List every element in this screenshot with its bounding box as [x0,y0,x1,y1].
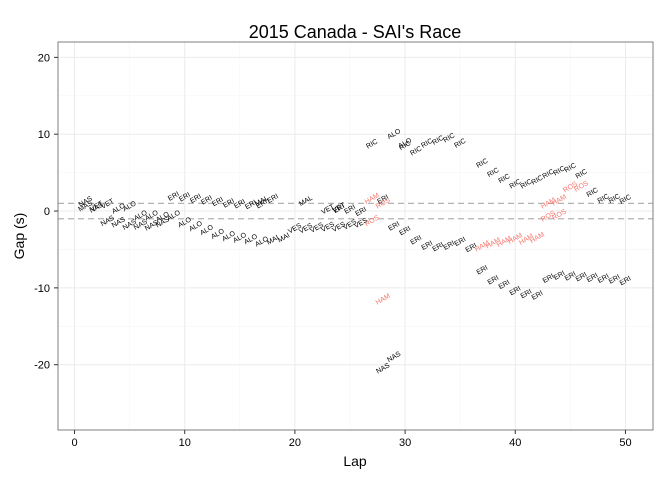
point-label-eri: ERI [619,275,633,287]
y-tick-label: -20 [34,360,50,372]
point-label-eri: ERI [465,242,479,254]
point-label-eri: ERI [332,203,346,215]
chart-title: 2015 Canada - SAI's Race [249,22,462,42]
x-axis: 0 10 20 30 40 50 [71,430,632,449]
point-label-eri: ERI [586,272,600,284]
point-label-eri: ERI [564,271,578,283]
y-tick-label: 0 [44,206,50,218]
point-label-eri: ERI [255,198,269,210]
point-label-eri: ERI [167,191,181,203]
reference-lines [58,202,653,220]
point-label-eri: ERI [553,270,567,282]
panel-border [57,41,654,431]
x-tick-label: 20 [289,437,301,449]
x-tick-label: 30 [399,437,411,449]
point-label-eri: ERI [608,274,622,286]
point-label-eri: ERI [476,265,490,277]
point-label-eri: ERI [487,275,501,287]
point-label-eri: ERI [432,241,446,253]
point-label-eri: ERI [200,195,214,207]
y-tick-label: -10 [34,283,50,295]
y-tick-label: 10 [38,129,50,141]
point-label-eri: ERI [387,221,401,233]
x-tick-label: 50 [619,437,631,449]
x-tick-label: 40 [509,437,521,449]
point-label-eri: ERI [233,198,247,210]
point-label-eri: ERI [420,240,434,252]
y-axis-title: Gap (s) [11,213,27,260]
point-label-eri: ERI [222,198,236,210]
point-label-eri: ERI [178,192,192,204]
point-label-eri: ERI [597,273,611,285]
point-label-eri: ERI [542,273,556,285]
point-label-eri: ERI [509,285,523,297]
point-label-eri: ERI [211,196,225,208]
point-label-eri: ERI [354,206,368,218]
grid [58,42,653,430]
point-label-eri: ERI [398,225,412,237]
point-label-eri: ERI [189,193,203,205]
point-label-eri: ERI [244,199,258,211]
x-axis-title: Lap [343,453,367,469]
point-label-eri: ERI [454,236,468,248]
point-label-eri: ERI [498,279,512,291]
point-label-eri: ERI [266,193,280,205]
y-axis: -20 -10 0 10 20 [34,52,58,372]
y-tick-label: 20 [38,52,50,64]
point-label-eri: ERI [409,235,423,247]
point-label-eri: ERI [376,194,390,206]
point-label-eri: ERI [443,240,457,252]
point-label-eri: ERI [531,290,545,302]
point-label-eri: ERI [343,204,357,216]
x-tick-label: 0 [71,437,77,449]
x-tick-label: 10 [179,437,191,449]
point-label-eri: ERI [520,288,534,300]
point-label-eri: ERI [575,271,589,283]
